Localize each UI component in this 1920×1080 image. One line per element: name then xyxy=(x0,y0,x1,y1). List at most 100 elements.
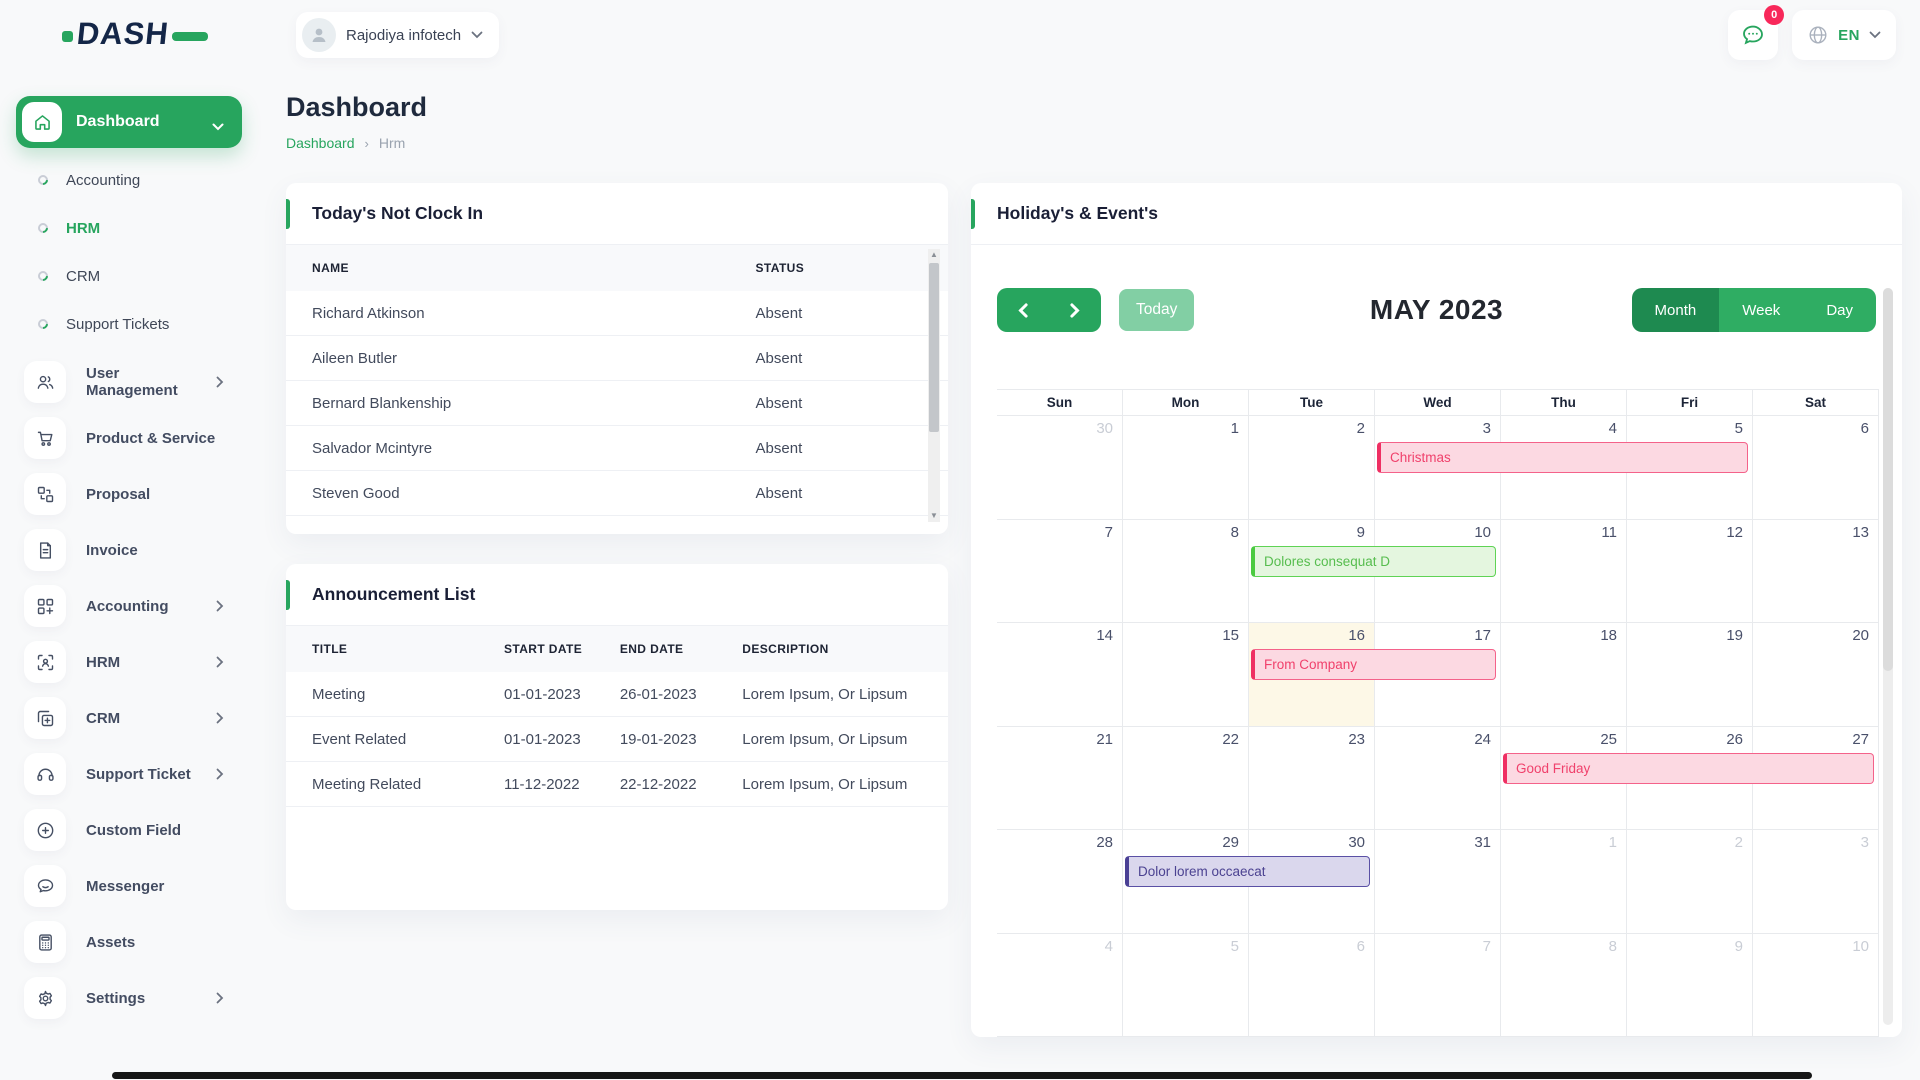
calendar-view-month-button[interactable]: Month xyxy=(1631,288,1720,332)
table-scrollbar[interactable]: ▲ ▼ xyxy=(928,249,940,522)
scroll-down-icon[interactable]: ▼ xyxy=(930,511,938,520)
calendar-day-cell[interactable]: 21 xyxy=(997,726,1123,829)
scroll-up-icon[interactable]: ▲ xyxy=(930,250,938,259)
day-number: 18 xyxy=(1600,627,1617,644)
table-row: Steven Good Absent xyxy=(286,471,948,516)
calendar-day-cell[interactable]: 2 xyxy=(1249,416,1375,519)
calendar-day-cell[interactable]: 9 xyxy=(1627,933,1753,1036)
calendar-day-cell[interactable]: 5 xyxy=(1627,416,1753,519)
calendar-day-cell[interactable]: 7 xyxy=(997,519,1123,622)
calendar-day-cell[interactable]: 6 xyxy=(1249,933,1375,1036)
calendar-day-cell[interactable]: 22 xyxy=(1123,726,1249,829)
chat-icon xyxy=(1743,25,1764,45)
breadcrumb-link-dashboard[interactable]: Dashboard xyxy=(286,135,355,151)
calendar-day-cell[interactable]: 27 xyxy=(1753,726,1879,829)
column-header: START DATE xyxy=(503,642,583,656)
calendar-day-cell[interactable]: 12 xyxy=(1627,519,1753,622)
horizontal-scrollbar-thumb[interactable] xyxy=(112,1072,1812,1079)
calendar-day-cell[interactable]: 11 xyxy=(1501,519,1627,622)
calendar-events-layer: Dolor lorem occaecat xyxy=(997,856,1879,890)
calendar-day-cell[interactable]: 19 xyxy=(1627,623,1753,726)
calendar-prev-button[interactable] xyxy=(997,288,1049,332)
day-number: 24 xyxy=(1474,730,1491,748)
table-cell: Salvador Mcintyre xyxy=(312,439,433,457)
calendar-day-cell[interactable]: 4 xyxy=(997,933,1123,1036)
calendar-day-cell[interactable]: 13 xyxy=(1753,519,1879,622)
calendar-day-cell[interactable]: 24 xyxy=(1375,726,1501,829)
sidebar-item-product-service[interactable]: Product & Service xyxy=(16,410,242,466)
calendar-event[interactable]: Dolores consequat D xyxy=(1250,545,1496,577)
company-selector[interactable]: Rajodiya infotech xyxy=(296,12,500,58)
calendar-day-cell[interactable]: 10 xyxy=(1753,933,1879,1036)
calendar-day-cell[interactable]: 1 xyxy=(1123,416,1249,519)
day-number: 1 xyxy=(1230,420,1239,437)
calendar-view-day-button[interactable]: Day xyxy=(1803,288,1876,332)
calendar-day-cell[interactable]: 6 xyxy=(1753,416,1879,519)
chevron-right-icon xyxy=(1070,302,1080,318)
calendar-day-cell[interactable]: 3 xyxy=(1753,830,1879,933)
calendar-day-cell[interactable]: 20 xyxy=(1753,623,1879,726)
calendar-day-cell[interactable]: 23 xyxy=(1249,726,1375,829)
brand-logo[interactable]: DASH xyxy=(62,16,208,52)
day-number: 12 xyxy=(1726,523,1743,541)
clockin-card-header: Today's Not Clock In xyxy=(286,183,948,245)
sidebar-subitem-label: Support Tickets xyxy=(66,315,170,333)
calendar-day-cell[interactable]: 31 xyxy=(1375,830,1501,933)
day-number: 23 xyxy=(1348,730,1365,748)
table-cell: Aileen Butler xyxy=(312,349,398,367)
scrollbar-thumb[interactable] xyxy=(1883,288,1893,672)
sidebar-item-accounting[interactable]: Accounting xyxy=(16,578,242,634)
sidebar-item-assets[interactable]: Assets xyxy=(16,914,242,970)
calendar-day-cell[interactable]: 7 xyxy=(1375,933,1501,1036)
calendar-day-cell[interactable]: 8 xyxy=(1501,933,1627,1036)
calendar-view-week-button[interactable]: Week xyxy=(1719,288,1804,332)
cart-icon xyxy=(24,417,66,459)
calendar-day-cell[interactable]: 8 xyxy=(1123,519,1249,622)
calendar-day-cell[interactable]: 1 xyxy=(1501,830,1627,933)
sidebar-item-messenger[interactable]: Messenger xyxy=(16,858,242,914)
calendar-nav-group xyxy=(997,288,1101,332)
calendar-today-button[interactable]: Today xyxy=(1119,289,1195,331)
sidebar-item-hrm[interactable]: HRM xyxy=(16,634,242,690)
calendar-next-button[interactable] xyxy=(1049,288,1101,332)
calendar-day-cell[interactable]: 10 xyxy=(1375,519,1501,622)
table-cell: Steven Good xyxy=(312,484,400,502)
calendar-day-cell[interactable]: 18 xyxy=(1501,623,1627,726)
sidebar-item-label: Custom Field xyxy=(86,821,182,839)
calendar-scrollbar[interactable] xyxy=(1883,288,1893,1025)
calendar-grid: Sun Mon Tue Wed Thu Fri Sat 30 1 2 3 4 5 6 Christmas 7… xyxy=(997,389,1879,1037)
column-header: DESCRIPTION xyxy=(742,642,829,656)
sidebar-subitem-support-tickets[interactable]: Support Tickets xyxy=(16,300,242,348)
sidebar-subitem-crm[interactable]: CRM xyxy=(16,252,242,300)
weekday-label: Fri xyxy=(1627,390,1753,415)
calendar-day-cell[interactable]: 17 xyxy=(1375,623,1501,726)
sidebar-item-custom-field[interactable]: Custom Field xyxy=(16,802,242,858)
sidebar-item-crm[interactable]: CRM xyxy=(16,690,242,746)
calendar-event[interactable]: From Company xyxy=(1250,649,1496,680)
sidebar-item-proposal[interactable]: Proposal xyxy=(16,466,242,522)
calendar-event[interactable]: Christmas xyxy=(1377,442,1748,473)
language-selector[interactable]: EN xyxy=(1792,10,1896,60)
sidebar-item-invoice[interactable]: Invoice xyxy=(16,522,242,578)
calendar-event[interactable]: Dolor lorem occaecat xyxy=(1124,856,1370,887)
messages-button[interactable]: 0 xyxy=(1728,5,1785,60)
calendar-day-cell[interactable]: 14 xyxy=(997,623,1123,726)
calendar-day-cell[interactable]: 30 xyxy=(997,416,1123,519)
calendar-day-cell[interactable]: 28 xyxy=(997,830,1123,933)
calendar-day-cell[interactable]: 5 xyxy=(1123,933,1249,1036)
sidebar-item-user-management[interactable]: User Management xyxy=(16,354,242,410)
sidebar-subitem-hrm[interactable]: HRM xyxy=(16,204,242,252)
sidebar-item-support-ticket[interactable]: Support Ticket xyxy=(16,746,242,802)
scrollbar-thumb[interactable] xyxy=(929,263,939,433)
sidebar-item-dashboard[interactable]: Dashboard xyxy=(16,96,242,148)
day-number: 2 xyxy=(1734,834,1743,851)
sidebar-subitem-accounting[interactable]: Accounting xyxy=(16,156,242,204)
calendar-day-cell[interactable]: 2 xyxy=(1627,830,1753,933)
table-cell: Event Related xyxy=(312,730,407,748)
globe-icon xyxy=(1809,26,1827,44)
sidebar-item-settings[interactable]: Settings xyxy=(16,970,242,1026)
calendar-day-cell[interactable]: 15 xyxy=(1123,623,1249,726)
calendar-day-cell[interactable]: 30 xyxy=(1249,830,1375,933)
calendar-event[interactable]: Good Friday xyxy=(1502,752,1874,784)
day-number: 6 xyxy=(1356,937,1365,955)
